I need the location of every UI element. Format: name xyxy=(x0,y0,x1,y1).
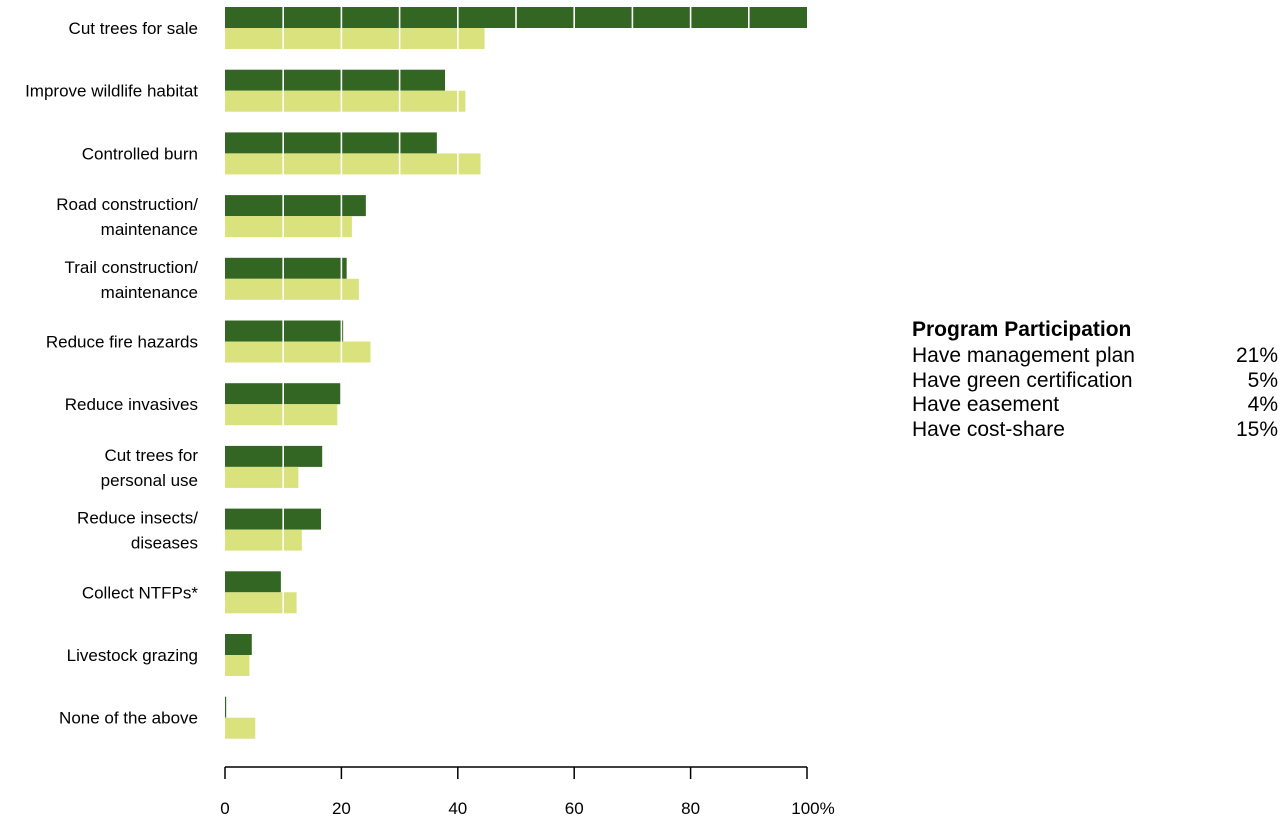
category-label: Road construction/maintenance xyxy=(56,195,198,239)
bar-series-1 xyxy=(225,445,323,467)
bar-series-2 xyxy=(225,153,481,175)
category-label: Collect NTFPs* xyxy=(82,583,199,602)
x-tick-label: 100% xyxy=(791,799,834,817)
x-tick-label: 80 xyxy=(681,799,700,817)
category-label: Cut trees for sale xyxy=(69,19,198,38)
category-label: Reduce fire hazards xyxy=(46,333,198,352)
bar-series-2 xyxy=(225,404,338,426)
category-label-line: Trail construction/ xyxy=(64,258,198,277)
category-label: Trail construction/maintenance xyxy=(64,258,198,302)
bar-series-2 xyxy=(225,216,352,238)
bar-series-2 xyxy=(225,28,485,49)
category-label-line: Reduce insects/ xyxy=(77,509,198,528)
x-tick-label: 20 xyxy=(332,799,351,817)
program-row: Have cost-share 15% xyxy=(912,418,1278,443)
program-participation-panel: Program Participation Have management pl… xyxy=(912,318,1278,442)
category-label-line: Livestock grazing xyxy=(67,646,198,665)
bar-series-2 xyxy=(225,90,466,112)
program-participation-title: Program Participation xyxy=(912,318,1132,341)
category-label-line: None of the above xyxy=(59,709,198,728)
program-row-value: 15% xyxy=(1235,417,1278,441)
x-tick-label: 40 xyxy=(448,799,467,817)
bar-chart: Cut trees for sale Improve wildlife habit… xyxy=(25,5,835,817)
bar-series-1 xyxy=(225,69,445,91)
category-label-line: diseases xyxy=(131,534,198,553)
program-row: Have management plan 21% xyxy=(912,344,1278,369)
program-row-label: Have easement xyxy=(912,393,1060,416)
bar-series-2 xyxy=(225,341,371,363)
bar-series-2 xyxy=(225,278,359,300)
category-label-line: maintenance xyxy=(101,220,198,239)
x-tick-label: 0 xyxy=(220,799,229,817)
category-label: Controlled burn xyxy=(82,144,198,163)
category-label: Improve wildlife habitat xyxy=(25,82,198,101)
category-label-line: Reduce invasives xyxy=(65,395,198,414)
category-label: Cut trees for personal use xyxy=(101,446,199,490)
category-label-line: Road construction/ xyxy=(56,195,198,214)
program-row: Have green certification 5% xyxy=(912,369,1278,394)
program-row-value: 21% xyxy=(1235,344,1278,367)
category-label-line: Improve wildlife habitat xyxy=(25,82,198,101)
category-label-line: maintenance xyxy=(101,283,198,302)
category-label: Livestock grazing xyxy=(67,646,198,665)
category-label-line: Collect NTFPs* xyxy=(82,583,199,602)
program-row: Have easement 4% xyxy=(912,393,1278,418)
bar-series-1 xyxy=(225,571,281,593)
bar-series-1 xyxy=(225,508,322,530)
bar-series-1 xyxy=(225,257,347,279)
bar-series-2 xyxy=(225,466,299,488)
bar-series-2 xyxy=(225,655,250,676)
bar-series-2 xyxy=(225,529,302,551)
category-label-line: Cut trees for sale xyxy=(69,19,198,38)
category-label: Reduce invasives xyxy=(65,395,198,414)
bar-series-2 xyxy=(225,592,297,614)
bars-group xyxy=(225,7,807,739)
category-label-line: personal use xyxy=(101,471,198,490)
bar-series-1 xyxy=(225,320,344,342)
program-row-value: 4% xyxy=(1247,393,1278,416)
x-tick-label: 60 xyxy=(565,799,584,817)
category-label: Reduce insects/diseases xyxy=(77,509,198,553)
gridlines-group xyxy=(282,5,750,760)
category-label-line: Reduce fire hazards xyxy=(46,333,198,352)
program-row-label: Have cost-share xyxy=(912,417,1065,441)
program-row-value: 5% xyxy=(1247,368,1278,392)
bar-series-1 xyxy=(225,696,227,718)
bar-series-1 xyxy=(225,132,437,154)
category-label-line: Controlled burn xyxy=(82,144,198,163)
category-label: None of the above xyxy=(59,709,198,728)
program-row-label: Have management plan xyxy=(912,344,1135,367)
bar-series-1 xyxy=(225,634,252,655)
bar-series-1 xyxy=(225,195,366,217)
category-label-line: Cut trees for xyxy=(104,446,198,465)
bar-series-2 xyxy=(225,717,256,739)
program-row-label: Have green certification xyxy=(912,368,1133,392)
